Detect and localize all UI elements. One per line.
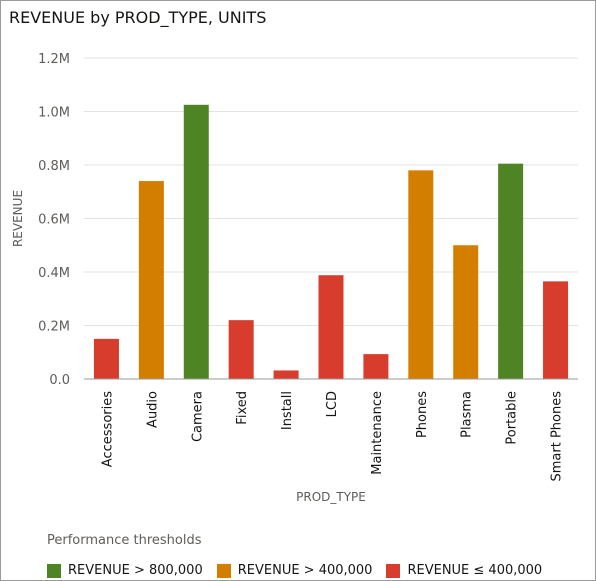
y-tick-label: 0.4M <box>38 266 70 281</box>
x-tick-label: Camera <box>190 391 205 442</box>
x-tick-label: Phones <box>415 391 430 438</box>
y-axis-ticks: 0.0 0.2M 0.4M 0.6M 0.8M 1.0M 1.2M <box>38 52 70 388</box>
chart-title: REVENUE by PROD_TYPE, UNITS <box>9 8 267 27</box>
y-tick-label: 0.8M <box>38 159 70 174</box>
bar-maintenance[interactable] <box>363 354 389 379</box>
x-tick-label: Fixed <box>235 391 250 425</box>
x-tick-label: Maintenance <box>370 391 385 475</box>
legend-swatch-high <box>47 563 61 578</box>
bar-lcd[interactable] <box>318 275 344 379</box>
bar-phones[interactable] <box>408 170 434 379</box>
x-tick-label: Plasma <box>460 391 475 438</box>
bar-audio[interactable] <box>138 181 164 379</box>
y-tick-label: 1.0M <box>38 106 70 121</box>
y-tick-label: 0.0 <box>49 373 70 388</box>
x-tick-label: Audio <box>145 391 160 428</box>
bar-fixed[interactable] <box>228 320 254 379</box>
legend-label-high: REVENUE > 800,000 <box>68 563 203 578</box>
legend-title: Performance thresholds <box>47 533 202 548</box>
x-tick-label: Accessories <box>100 391 115 467</box>
legend-label-mid: REVENUE > 400,000 <box>237 563 373 578</box>
legend-item-low[interactable]: REVENUE ≤ 400,000 <box>386 563 542 578</box>
legend-label-low: REVENUE ≤ 400,000 <box>407 563 543 578</box>
y-axis-label: REVENUE <box>11 190 25 247</box>
bar-accessories[interactable] <box>93 338 119 379</box>
y-tick-label: 0.2M <box>38 320 70 335</box>
bar-plasma[interactable] <box>453 245 479 379</box>
bars <box>93 104 569 379</box>
x-tick-label: LCD <box>325 391 340 417</box>
legend-swatch-mid <box>216 563 231 578</box>
bar-camera[interactable] <box>183 104 209 379</box>
legend-item-mid[interactable]: REVENUE > 400,000 <box>216 563 373 578</box>
x-tick-label: Smart Phones <box>550 391 565 482</box>
legend-swatch-low <box>386 563 401 578</box>
x-tick-label: Install <box>280 391 295 430</box>
x-axis-ticks: Accessories Audio Camera Fixed Install LCD Mai… <box>100 391 564 482</box>
y-tick-label: 0.6M <box>38 213 70 228</box>
x-tick-label: Portable <box>505 391 520 445</box>
legend: REVENUE > 800,000 REVENUE > 400,000 REVE… <box>47 563 556 578</box>
y-tick-label: 1.2M <box>38 52 70 67</box>
bar-smart-phones[interactable] <box>543 281 569 379</box>
bar-install[interactable] <box>273 370 299 379</box>
x-axis-label: PROD_TYPE <box>296 490 366 504</box>
bar-portable[interactable] <box>498 163 524 379</box>
legend-item-high[interactable]: REVENUE > 800,000 <box>47 563 203 578</box>
